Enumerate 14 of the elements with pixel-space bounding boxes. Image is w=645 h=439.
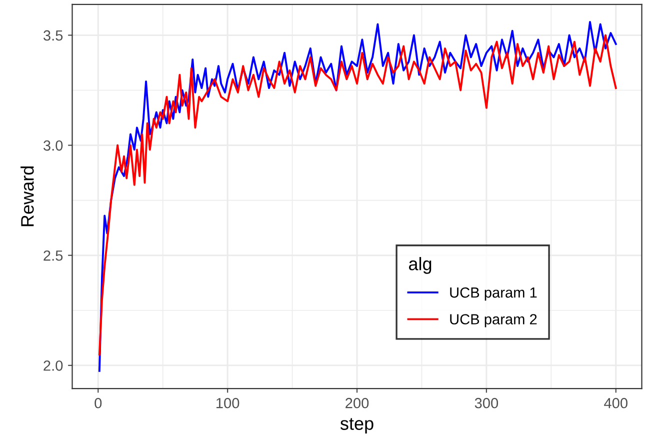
y-tick-label: 3.5 bbox=[43, 30, 63, 41]
x-tick-label: 100 bbox=[216, 398, 240, 408]
y-axis-title: Reward bbox=[20, 166, 34, 226]
y-tick-label: 2.5 bbox=[44, 250, 63, 261]
legend-label: UCB param 1 bbox=[450, 287, 537, 301]
legend-label: UCB param 2 bbox=[450, 314, 537, 328]
x-tick-label: 300 bbox=[474, 398, 498, 408]
y-tick-label: 3.0 bbox=[43, 140, 63, 151]
x-tick-label: 400 bbox=[604, 398, 628, 408]
x-tick-label: 200 bbox=[346, 398, 369, 408]
x-tick-label: 0 bbox=[94, 398, 102, 408]
legend-title: alg bbox=[408, 257, 432, 274]
y-tick-label: 2.0 bbox=[44, 360, 63, 371]
x-axis-title: step bbox=[340, 418, 374, 434]
